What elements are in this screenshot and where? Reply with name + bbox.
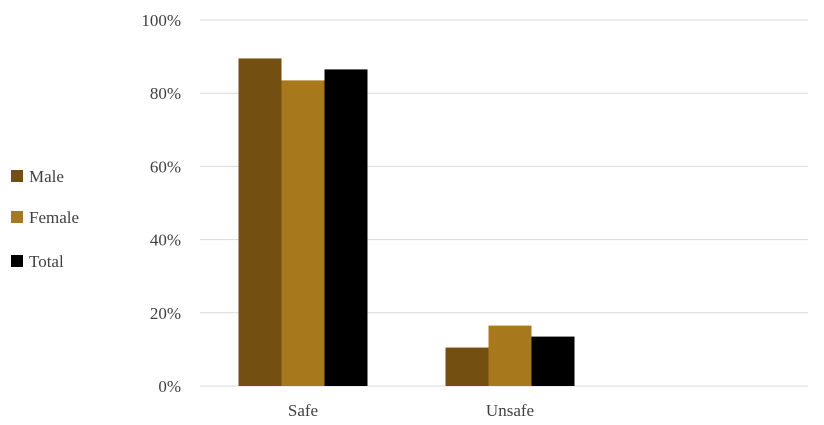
- bar-total-safe: [324, 69, 368, 386]
- bar-female-safe: [281, 80, 325, 386]
- y-tick-label: 100%: [141, 11, 181, 30]
- legend-label-male: Male: [29, 167, 64, 186]
- bar-female-unsafe: [488, 325, 532, 386]
- y-tick-label: 40%: [150, 231, 181, 250]
- x-category-label: Safe: [288, 401, 318, 420]
- x-category-label: Unsafe: [486, 401, 534, 420]
- legend-swatch-male: [11, 170, 23, 182]
- y-tick-label: 20%: [150, 304, 181, 323]
- bar-total-unsafe: [531, 336, 575, 386]
- legend-label-total: Total: [29, 252, 64, 271]
- bar-male-safe: [238, 58, 282, 387]
- bar-male-unsafe: [445, 347, 489, 386]
- legend-swatch-total: [11, 255, 23, 267]
- legend-label-female: Female: [29, 208, 79, 227]
- y-tick-label: 0%: [158, 377, 181, 396]
- y-tick-label: 80%: [150, 84, 181, 103]
- legend-swatch-female: [11, 211, 23, 223]
- y-tick-label: 60%: [150, 157, 181, 176]
